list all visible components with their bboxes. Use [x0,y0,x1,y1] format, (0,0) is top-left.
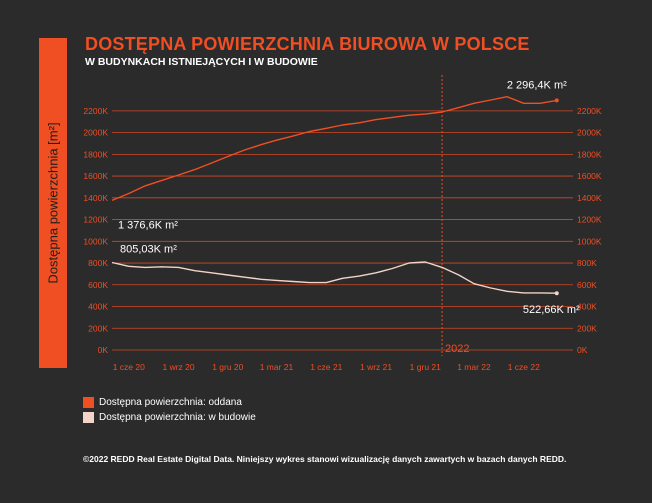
series-line-construction [111,261,557,294]
chart-subtitle: W BUDYNKACH ISTNIEJĄCYCH I W BUDOWIE [85,56,318,68]
y-tick-label-left: 1600K [83,171,108,181]
y-tick-label-left: 400K [88,302,108,312]
x-tick-label: 1 mar 22 [457,362,491,372]
y-tick-label-right: 2000K [577,128,602,138]
y-tick-label-right: 800K [577,258,597,268]
data-label: 1 376,6K m² [118,219,178,231]
x-tick-label: 1 cze 20 [113,362,145,372]
legend-item-construction[interactable]: Dostępna powierzchnia: w budowie [83,410,256,425]
y-tick-label-right: 1200K [577,215,602,225]
y-tick-label-right: 1400K [577,193,602,203]
data-label: 805,03K m² [120,243,177,255]
series-end-point-built [554,98,559,103]
y-tick-label-left: 800K [88,258,108,268]
y-tick-label-left: 1200K [83,215,108,225]
x-tick-label: 1 cze 21 [310,362,342,372]
footer-copyright: ©2022 REDD Real Estate Digital Data. Nin… [83,454,567,464]
x-tick-label: 1 gru 21 [410,362,441,372]
legend-label-construction: Dostępna powierzchnia: w budowie [99,412,256,423]
x-tick-label: 1 mar 21 [260,362,294,372]
y-tick-label-right: 1000K [577,236,602,246]
y-tick-label-left: 200K [88,323,108,333]
y-tick-label-left: 2200K [83,106,108,116]
y-tick-label-left: 0K [98,345,109,355]
x-tick-label: 1 wrz 21 [360,362,392,372]
data-label: 2 296,4K m² [507,79,567,91]
data-label: 522,66K m² [523,304,580,316]
y-tick-label-left: 600K [88,280,108,290]
year-marker-label: 2022 [445,343,469,355]
legend-swatch-built [83,397,94,408]
x-tick-label: 1 cze 22 [508,362,540,372]
legend-label-built: Dostępna powierzchnia: oddana [99,397,242,408]
y-tick-label-right: 200K [577,323,597,333]
chart-title: DOSTĘPNA POWIERZCHNIA BIUROWA W POLSCE [85,34,530,54]
x-tick-label: 1 wrz 20 [162,362,194,372]
y-tick-label-left: 1000K [83,236,108,246]
x-tick-label: 1 gru 20 [212,362,243,372]
series-line-built [111,95,557,202]
y-tick-label-right: 600K [577,280,597,290]
y-tick-label-right: 2200K [577,106,602,116]
series-end-point-construction [554,291,559,296]
legend-swatch-construction [83,412,94,423]
y-tick-label-right: 400K [577,302,597,312]
y-tick-label-right: 0K [577,345,588,355]
y-tick-label-left: 2000K [83,128,108,138]
y-tick-label-left: 1400K [83,193,108,203]
legend-item-built[interactable]: Dostępna powierzchnia: oddana [83,395,256,410]
y-tick-label-right: 1800K [577,149,602,159]
y-tick-label-left: 1800K [83,149,108,159]
legend: Dostępna powierzchnia: oddana Dostępna p… [83,395,256,425]
ylabel-bar [39,38,67,368]
y-tick-label-right: 1600K [577,171,602,181]
